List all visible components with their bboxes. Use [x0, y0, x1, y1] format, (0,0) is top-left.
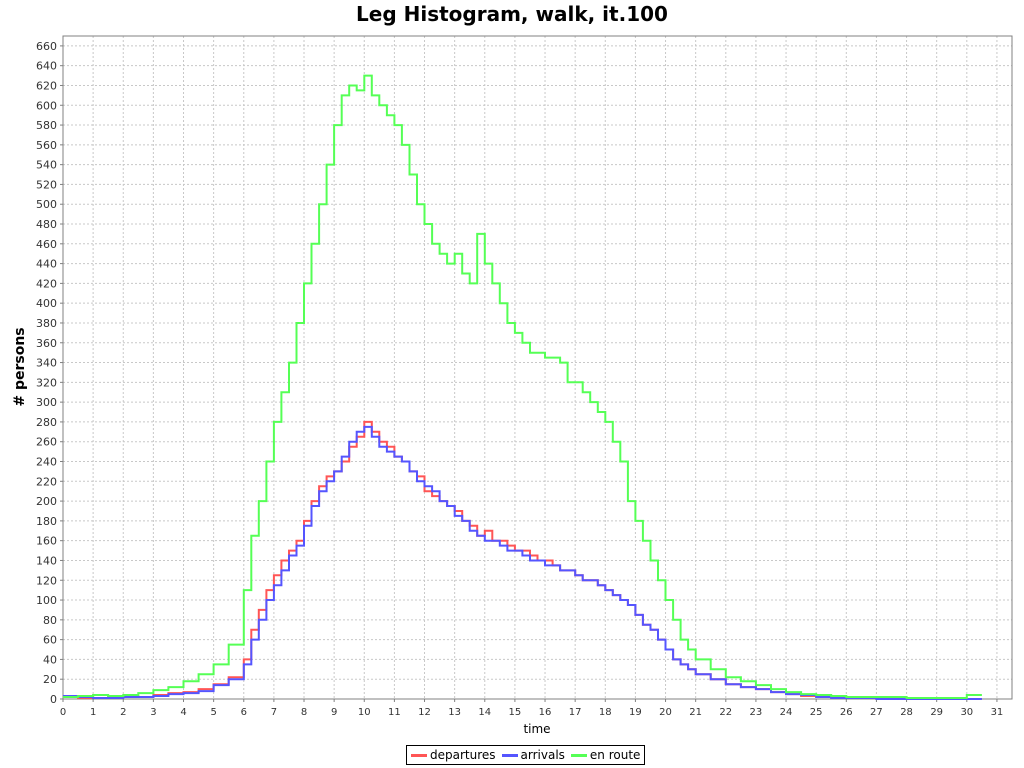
legend-item-departures: departures [411, 748, 496, 762]
x-tick-label: 15 [509, 707, 522, 718]
legend-label-en-route: en route [589, 748, 641, 762]
x-tick-label: 18 [599, 707, 612, 718]
x-tick-label: 28 [900, 707, 913, 718]
y-tick-label: 340 [36, 357, 57, 370]
legend-swatch-arrivals [501, 753, 518, 757]
y-tick-label: 600 [36, 99, 57, 112]
y-tick-label: 540 [36, 159, 57, 172]
y-tick-label: 100 [36, 594, 57, 607]
grid-layer [62, 36, 1012, 700]
x-tick-label: 20 [659, 707, 672, 718]
x-tick-label: 10 [358, 707, 371, 718]
legend-label-departures: departures [430, 748, 496, 762]
y-tick-label: 660 [36, 40, 57, 53]
x-tick-label: 25 [810, 707, 823, 718]
y-tick-label: 460 [36, 238, 57, 251]
y-tick-label: 240 [36, 456, 57, 469]
y-tick-label: 40 [43, 653, 57, 666]
plot-frame [62, 35, 1013, 700]
x-axis-label: time [523, 722, 550, 736]
y-tick-label: 140 [36, 554, 57, 567]
y-tick-label: 280 [36, 416, 57, 429]
x-tick-label: 27 [870, 707, 883, 718]
y-tick-label: 180 [36, 515, 57, 528]
y-tick-label: 440 [36, 258, 57, 271]
y-tick-label: 420 [36, 277, 57, 290]
y-tick-label: 200 [36, 495, 57, 508]
y-tick-label: 640 [36, 60, 57, 73]
y-tick-label: 160 [36, 535, 57, 548]
series-layer [63, 74, 982, 700]
y-tick-label: 260 [36, 436, 57, 449]
x-tick-label: 23 [750, 707, 763, 718]
legend-swatch-departures [411, 753, 427, 757]
y-tick-label: 580 [36, 119, 57, 132]
legend-item-en-route: en route [570, 748, 641, 762]
x-tick-label: 0 [60, 707, 66, 718]
x-tick-label: 7 [271, 707, 277, 718]
x-tick-label: 5 [210, 707, 216, 718]
series-line-en-route [63, 74, 982, 699]
y-tick-label: 320 [36, 376, 57, 389]
y-tick-label: 380 [36, 317, 57, 330]
y-tick-label: 500 [36, 198, 57, 211]
x-tick-label: 4 [180, 707, 186, 718]
x-tick-label: 2 [120, 707, 126, 718]
legend-swatch-en-route [570, 753, 587, 757]
x-tick-label: 12 [418, 707, 431, 718]
y-tick-label: 220 [36, 475, 57, 488]
y-tick-label: 300 [36, 396, 57, 409]
y-tick-label: 0 [50, 693, 57, 706]
x-tick-label: 21 [689, 707, 702, 718]
x-tick-label: 11 [388, 707, 401, 718]
x-ticks: 0 1 2 3 4 5 6 7 8 9 10 11 12 13 14 15 16 17 18 19 20 21 22 23 24… [60, 699, 1003, 718]
x-tick-label: 17 [569, 707, 582, 718]
x-tick-label: 16 [539, 707, 552, 718]
x-tick-label: 6 [241, 707, 247, 718]
legend-label-arrivals: arrivals [520, 748, 565, 762]
y-tick-label: 60 [43, 634, 57, 647]
x-tick-label: 19 [629, 707, 642, 718]
x-tick-label: 13 [448, 707, 461, 718]
legend: departures arrivals en route [406, 745, 646, 765]
x-tick-label: 8 [301, 707, 307, 718]
x-tick-label: 22 [719, 707, 732, 718]
y-axis-label: # persons [12, 327, 28, 406]
x-tick-label: 31 [991, 707, 1004, 718]
x-tick-label: 30 [960, 707, 973, 718]
y-tick-label: 480 [36, 218, 57, 231]
y-tick-label: 520 [36, 178, 57, 191]
x-tick-label: 29 [930, 707, 943, 718]
series-line-arrivals [63, 425, 982, 700]
y-tick-label: 560 [36, 139, 57, 152]
y-tick-label: 80 [43, 614, 57, 627]
chart-title: Leg Histogram, walk, it.100 [356, 2, 668, 26]
x-tick-label: 14 [478, 707, 491, 718]
y-ticks: 0 20 40 60 80 100 120 140 160 180 200 220 240 260 280 3… [36, 40, 63, 706]
x-tick-label: 3 [150, 707, 156, 718]
x-tick-label: 24 [780, 707, 793, 718]
x-tick-label: 26 [840, 707, 853, 718]
y-tick-label: 360 [36, 337, 57, 350]
x-tick-label: 9 [331, 707, 337, 718]
legend-item-arrivals: arrivals [501, 748, 565, 762]
y-tick-label: 400 [36, 297, 57, 310]
y-tick-label: 20 [43, 673, 57, 686]
y-tick-label: 620 [36, 79, 57, 92]
x-tick-label: 1 [90, 707, 96, 718]
y-tick-label: 120 [36, 574, 57, 587]
